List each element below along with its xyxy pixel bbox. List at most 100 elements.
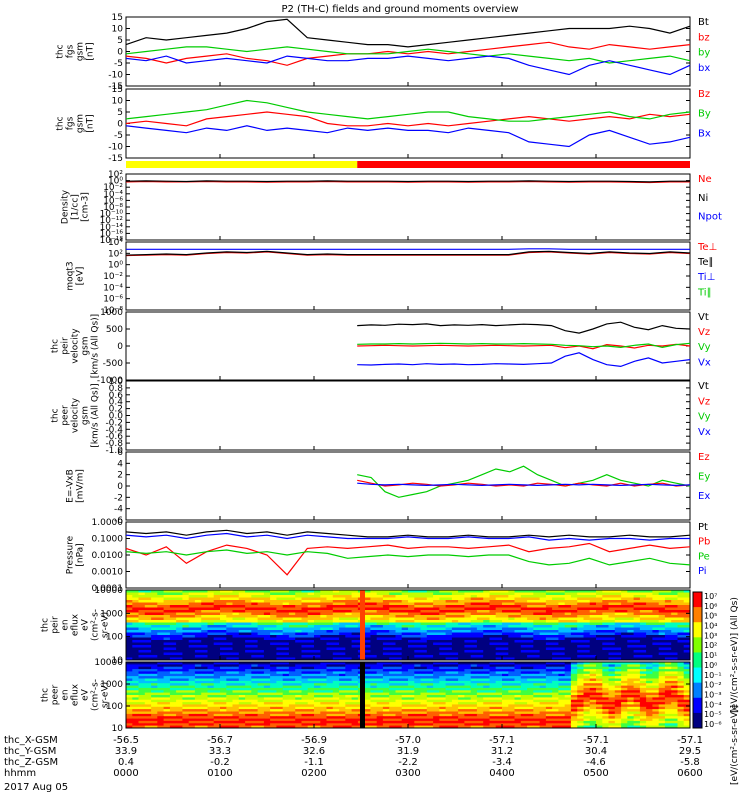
spectrogram-cell [351,617,359,621]
spectrogram-cell [207,630,215,633]
spectrogram-cell [633,695,641,698]
spectrogram-cell [458,683,465,686]
spectrogram-cell [633,620,641,623]
spectrogram-cell [495,625,503,628]
spectrogram-cell [639,671,647,675]
spectrogram-cell [238,666,246,670]
spectrogram-cell [245,645,252,648]
spectrogram-cell [182,676,190,679]
spectrogram-cell [514,699,522,703]
spectrogram-cell [451,647,459,651]
spectrogram-cell [201,612,208,616]
spectrogram-cell [401,687,409,691]
spectrogram-cell [426,683,434,686]
spectrogram-cell [314,617,321,621]
spectrogram-cell [464,662,472,665]
spectrogram-cell [564,657,572,661]
spectrogram-cell [370,635,378,638]
spectrogram-cell [207,645,215,648]
spectrogram-cell [589,666,597,670]
spectrogram-cell [182,687,190,691]
spectrogram-cell [527,657,534,661]
spectrogram-cell [639,610,647,613]
spectrogram-cell [201,632,208,636]
spectrogram-cell [232,637,240,641]
spectrogram-cell [608,683,616,686]
spectrogram-cell [389,669,396,672]
spectrogram-cell [451,650,459,653]
spectrogram-cell [508,600,515,603]
spectrogram-cell [213,666,221,670]
spectrogram-cell [527,627,534,631]
spectrogram-cell [677,671,685,675]
spectrogram-cell [339,602,346,606]
spectrogram-cell [176,607,183,611]
spectrogram-cell [163,630,171,633]
spectrogram-cell [583,683,591,686]
y-tick-label: -4 [114,505,123,515]
spectrogram-cell [671,597,678,601]
spectrogram-cell [364,699,371,703]
spectrogram-cell [320,666,327,670]
spectrogram-cell [458,671,465,675]
spectrogram-cell [577,666,584,670]
spectrogram-cell [539,657,547,661]
spectrogram-cell [408,685,415,689]
spectrogram-cell [382,687,390,691]
spectrogram-cell [207,655,215,658]
spectrogram-cell [602,642,609,646]
spectrogram-cell [138,676,146,679]
spectrogram-cell [320,687,327,691]
spectrogram-cell [420,706,428,710]
spectrogram-cell [276,627,284,631]
spectrogram-cell [182,671,190,675]
spectrogram-cell [564,687,572,691]
spectrogram-cell [320,676,327,679]
spectrogram-cell [389,652,396,656]
spectrogram-cell [151,702,158,705]
spectrogram-cell [314,713,321,717]
spectrogram-cell [320,647,327,651]
spectrogram-cell [483,655,490,658]
spectrogram-cell [495,600,503,603]
spectrogram-cell [683,597,691,601]
spectrogram-cell [552,592,559,596]
spectrogram-cell [664,673,672,677]
spectrogram-cell [339,706,346,710]
spectrogram-cell [144,706,152,710]
spectrogram-cell [401,592,409,596]
spectrogram-cell [301,683,309,686]
spectrogram-cell [144,671,152,675]
spectrogram-cell [602,620,609,623]
spectrogram-cell [151,640,158,643]
spectrogram-cell [677,704,685,708]
spectrogram-cell [621,678,628,682]
spectrogram-cell [314,676,321,679]
spectrogram-cell [445,678,453,682]
spectrogram-cell [307,669,315,672]
spectrogram-cell [251,645,258,648]
spectrogram-cell [527,690,534,694]
spectrogram-cell [270,685,277,689]
spectrogram-cell [382,683,390,686]
spectrogram-cell [420,640,428,643]
spectrogram-cell [176,699,183,703]
spectrogram-cell [163,706,171,710]
spectrogram-cell [194,637,202,641]
spectrogram-cell [664,607,672,611]
spectrogram-cell [314,597,321,601]
spectrogram-cell [376,706,384,710]
spectrogram-cell [226,612,233,616]
spectrogram-cell [126,687,133,691]
spectrogram-cell [263,605,271,608]
spectrogram-cell [520,711,528,715]
spectrogram-cell [213,702,221,705]
spectrogram-cell [470,632,478,636]
spectrogram-cell [245,635,252,638]
spectrogram-cell [602,622,609,626]
spectrogram-cell [608,702,616,705]
spectrogram-cell [307,610,315,613]
spectrogram-cell [596,697,603,701]
spectrogram-cell [426,590,434,593]
spectrogram-cell [539,617,547,621]
